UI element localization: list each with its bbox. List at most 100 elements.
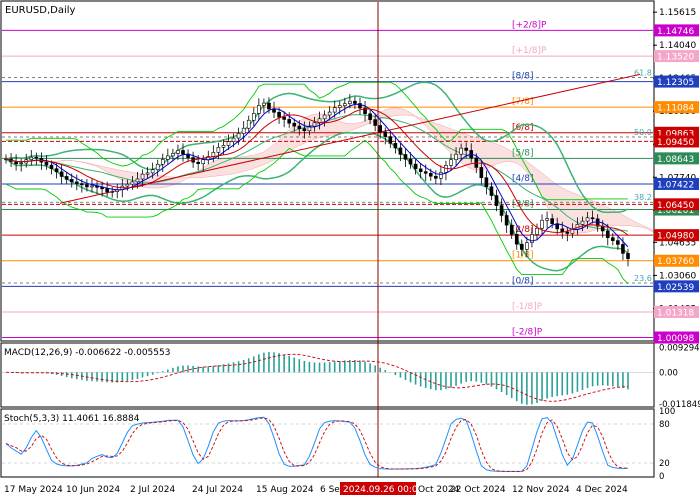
candle xyxy=(484,177,489,188)
chart-title: EURUSD,Daily xyxy=(5,5,76,16)
time-axis: 17 May 2024 10 Jun 2024 2 Jul 2024 24 Jul 2… xyxy=(4,482,628,495)
stoch-tick-label: 100 xyxy=(659,407,675,417)
price-tag-label: 1.07422 xyxy=(657,180,694,190)
price-tag-label: 1.09450 xyxy=(657,138,694,148)
candle xyxy=(504,215,509,226)
candle xyxy=(337,105,342,108)
murrey-level-label: [-1/8]P xyxy=(512,302,543,312)
candle xyxy=(383,131,388,137)
bollinger-lower xyxy=(5,132,629,272)
candle xyxy=(90,185,94,188)
fibo-label: 61.8 xyxy=(634,68,652,77)
candle xyxy=(408,158,413,165)
time-label: 12 Nov 2024 xyxy=(512,485,570,495)
price-tag xyxy=(654,24,699,37)
candle xyxy=(110,191,114,193)
candle xyxy=(150,169,155,174)
price-tag-label: 1.01318 xyxy=(657,308,694,318)
candle xyxy=(393,143,398,149)
candle xyxy=(307,125,312,132)
price-tag xyxy=(654,305,699,318)
candle xyxy=(251,113,256,121)
candle xyxy=(626,253,630,259)
stoch-label: Stoch(5,3,3) 11.4061 16.8884 xyxy=(4,414,140,424)
channel-lower xyxy=(5,139,629,285)
candle xyxy=(449,159,453,166)
candle xyxy=(140,173,145,180)
price-tag xyxy=(654,75,699,88)
murrey-level-label: [-2/8]P xyxy=(512,328,543,338)
candle xyxy=(418,168,423,172)
murrey-level-label: [6/8] xyxy=(512,123,534,133)
fibo-label: 50.0 xyxy=(634,128,652,137)
murrey-level-label: [8/8] xyxy=(512,72,534,82)
price-tag xyxy=(654,152,699,165)
candle xyxy=(59,171,64,177)
trendline xyxy=(59,2,641,477)
candle xyxy=(130,181,135,185)
time-label: 17 May 2024 xyxy=(4,485,63,495)
candle xyxy=(302,128,307,132)
candle xyxy=(403,154,408,160)
candle xyxy=(585,217,590,222)
candle xyxy=(520,243,524,250)
candle xyxy=(64,176,69,180)
price-tag-label: 1.06450 xyxy=(657,201,694,211)
price-tag-label: 1.11084 xyxy=(657,104,694,114)
candle xyxy=(605,230,610,238)
candle xyxy=(100,187,104,190)
stoch-main-line xyxy=(5,416,629,472)
candle xyxy=(368,113,372,120)
candle xyxy=(343,103,347,106)
stoch-tick-label: 20 xyxy=(659,459,670,469)
candle xyxy=(363,107,367,115)
macd-panel-frame xyxy=(0,342,655,408)
candle xyxy=(34,156,39,159)
price-tag-label: 1.14746 xyxy=(657,27,694,37)
candle xyxy=(69,179,74,183)
time-highlight-label: 2024.09.26 00:00 xyxy=(343,485,424,495)
candle xyxy=(277,111,281,118)
candle xyxy=(246,119,251,129)
candle xyxy=(292,122,297,127)
candle xyxy=(499,205,504,216)
candle xyxy=(176,150,180,154)
time-label: 6 Sep xyxy=(320,485,346,495)
price-tag-label: 1.12305 xyxy=(657,78,694,88)
candle xyxy=(216,147,221,153)
candle xyxy=(423,171,428,174)
price-tag xyxy=(654,229,699,242)
candle xyxy=(545,218,549,221)
murrey-level-label: [3/8] xyxy=(512,200,534,210)
price-tag xyxy=(654,50,699,63)
price-tag-label: 1.03760 xyxy=(657,257,694,267)
candle xyxy=(434,175,438,179)
candle xyxy=(358,103,362,109)
candle xyxy=(236,133,241,139)
candle xyxy=(125,183,130,187)
macd-tick-label: 0.009294 xyxy=(659,343,700,353)
candle xyxy=(494,195,499,206)
candle xyxy=(297,125,302,129)
macd-label: MACD(12,26,9) -0.006622 -0.005553 xyxy=(4,348,170,358)
murrey-level-label: [+2/8]P xyxy=(512,20,547,30)
murrey-levels: [+2/8]P [+1/8]P [8/8] [7/8] [6/8] [5/8] [4/8] [… xyxy=(2,20,653,339)
murrey-level-label: [7/8] xyxy=(512,97,534,107)
candle xyxy=(550,218,554,224)
murrey-level-label: [2/8] xyxy=(512,225,534,235)
candle xyxy=(454,153,458,160)
moving-averages xyxy=(5,103,629,248)
candle xyxy=(241,127,246,134)
stoch-tick-label: 80 xyxy=(659,420,670,430)
time-label: 15 Aug 2024 xyxy=(256,485,314,495)
candle xyxy=(282,116,286,120)
candle xyxy=(388,136,393,144)
price-tag xyxy=(654,177,699,190)
candle xyxy=(145,172,150,175)
candle xyxy=(378,125,383,133)
candle xyxy=(428,173,433,177)
candle xyxy=(171,153,175,157)
candle xyxy=(373,119,377,126)
candle xyxy=(353,100,357,104)
